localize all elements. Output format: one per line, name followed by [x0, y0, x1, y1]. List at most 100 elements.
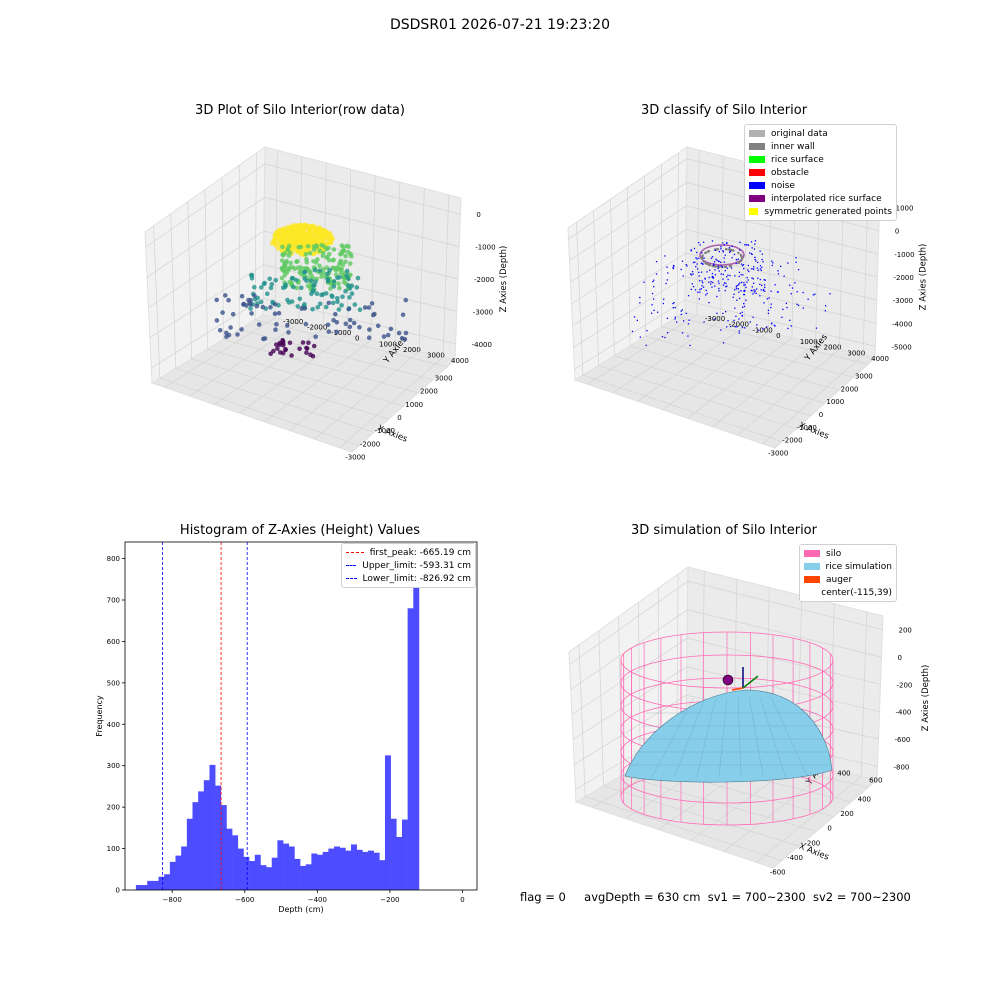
noise-point: [725, 286, 727, 288]
noise-point: [802, 291, 804, 294]
grid-line-z: [149, 264, 457, 338]
noise-point: [795, 257, 797, 259]
noise-point: [747, 244, 749, 246]
raw-data-point: [272, 311, 278, 317]
legend-label: noise: [771, 180, 795, 191]
raw-data-point: [308, 269, 313, 275]
noise-point: [743, 289, 746, 291]
noise-point: [759, 265, 762, 267]
x-tick-label: 0: [827, 825, 831, 833]
noise-point: [790, 293, 792, 295]
legend-swatch: [749, 169, 765, 176]
sv2-text: sv2 = 700~2300: [812, 890, 911, 904]
histogram-bar: [152, 880, 159, 890]
noise-point: [741, 314, 743, 317]
noise-point: [807, 298, 809, 300]
noise-point: [777, 273, 780, 275]
grid-line-y: [662, 168, 772, 411]
noise-point: [664, 336, 666, 339]
noise-point: [722, 251, 724, 253]
noise-point: [751, 247, 753, 249]
legend-swatch: [749, 156, 765, 163]
noise-point: [653, 309, 655, 311]
noise-point: [722, 278, 724, 280]
grid-line-z: [569, 580, 883, 665]
raw-data-point: [297, 296, 303, 302]
raw-data-point: [304, 345, 309, 351]
noise-point: [717, 267, 719, 270]
grid-line-z: [572, 252, 877, 326]
noise-point: [747, 279, 749, 281]
raw-data-point: [319, 292, 324, 298]
noise-point: [663, 298, 665, 300]
noise-point: [744, 290, 746, 292]
noise-point: [750, 253, 753, 255]
noise-point: [745, 286, 747, 289]
noise-point: [797, 304, 800, 307]
noise-point: [690, 274, 693, 276]
noise-point: [738, 291, 740, 293]
raw-data-point: [309, 278, 314, 284]
raw-data-point: [293, 277, 299, 283]
grid-line-x: [578, 644, 782, 862]
noise-point: [651, 312, 653, 314]
raw-data-point: [325, 271, 330, 277]
noise-point: [787, 327, 789, 330]
noise-point: [726, 242, 728, 244]
z-tick-label: -3000: [893, 297, 913, 305]
raw-data-point: [274, 342, 279, 347]
raw-data-point: [304, 350, 309, 356]
grid-line-x: [676, 152, 868, 365]
noise-point: [700, 288, 702, 290]
histogram-bar: [311, 853, 318, 890]
noise-point: [745, 299, 747, 301]
x-tick-label: 1000: [826, 398, 844, 406]
noise-point: [756, 267, 758, 269]
legend-label: inner wall: [771, 141, 815, 152]
noise-point: [689, 344, 691, 347]
noise-point: [743, 290, 745, 292]
raw-data-point: [375, 323, 381, 329]
raw-data-point: [299, 285, 304, 291]
noise-point: [704, 278, 706, 280]
noise-point: [723, 261, 725, 263]
noise-point: [742, 274, 744, 276]
noise-point: [655, 273, 658, 275]
noise-point: [697, 268, 699, 270]
grid-line-y: [289, 182, 401, 431]
noise-point: [722, 312, 724, 315]
raw-data-point: [268, 285, 274, 291]
raw-data-point: [347, 324, 353, 330]
noise-point: [738, 275, 740, 278]
histogram-bar: [181, 846, 188, 890]
noise-point: [715, 258, 717, 260]
noise-point: [760, 269, 762, 271]
noise-point: [724, 254, 726, 256]
raw-data-point: [235, 332, 240, 337]
noise-point: [743, 305, 746, 307]
histogram-bar: [373, 852, 380, 890]
noise-point: [729, 274, 731, 277]
x-tick-label: -1000: [375, 427, 395, 435]
raw-data-point: [295, 239, 301, 244]
noise-point: [718, 290, 720, 292]
histogram-bar: [271, 857, 278, 890]
legend-simulation: silo rice simulation auger center(-115,39): [799, 544, 897, 602]
raw-data-point: [301, 226, 306, 232]
noise-point: [710, 281, 712, 283]
raw-data-point: [306, 340, 311, 346]
noise-point: [699, 280, 701, 282]
raw-data-point: [239, 293, 245, 299]
histogram-bar: [169, 861, 176, 890]
noise-point: [752, 316, 754, 318]
noise-point: [735, 286, 737, 288]
histogram-bar: [413, 560, 420, 890]
noise-point: [733, 293, 735, 295]
raw-data-point: [316, 230, 321, 236]
noise-point: [708, 276, 710, 279]
noise-point: [720, 246, 722, 248]
noise-point: [712, 276, 714, 278]
raw-data-point: [352, 302, 358, 307]
histogram-bar: [249, 861, 256, 890]
noise-point: [691, 283, 693, 285]
